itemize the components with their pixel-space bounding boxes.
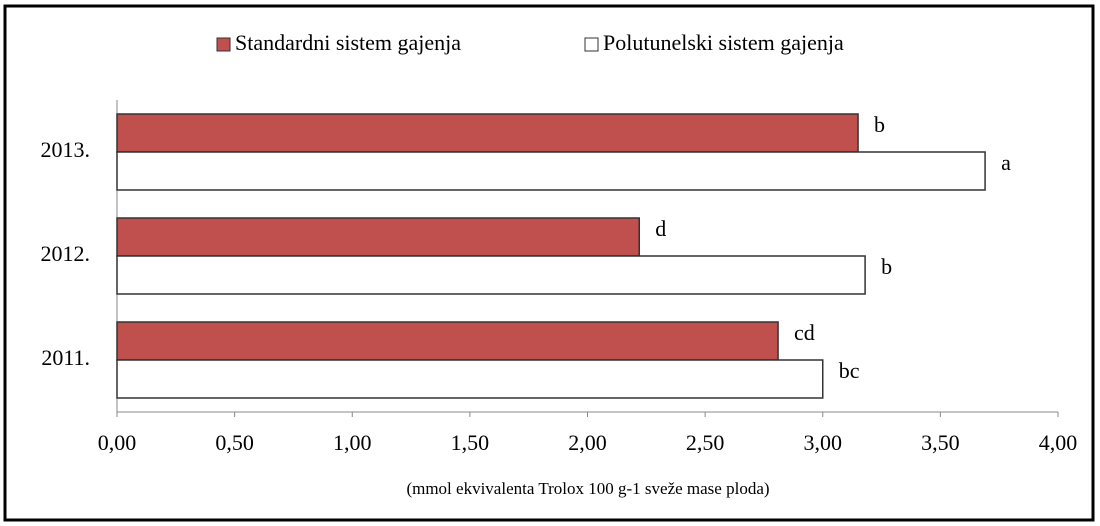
bar [116,217,641,257]
bar-annotation: d [655,216,666,241]
x-tick-label: 1,00 [333,430,372,455]
x-tick-label: 3,50 [921,430,960,455]
y-tick-label: 2011. [41,345,90,370]
x-tick-label: 3,00 [804,430,843,455]
legend-swatch [216,37,231,52]
bar-annotation: b [874,112,885,137]
bar [116,321,779,361]
x-tick-label: 4,00 [1039,430,1078,455]
legend-swatch [584,37,599,52]
x-tick-label: 2,00 [568,430,607,455]
bar-annotation: cd [794,320,815,345]
x-axis-label: (mmol ekvivalenta Trolox 100 g-1 sveže m… [406,479,769,498]
bar [116,151,986,191]
legend-label: Standardni sistem gajenja [235,30,461,55]
y-tick-label: 2012. [41,241,91,266]
bar [116,359,824,399]
x-tick-label: 0,00 [98,430,137,455]
legend-label: Polutunelski sistem gajenja [603,30,844,55]
y-tick-label: 2013. [41,137,91,162]
x-tick-label: 2,50 [686,430,725,455]
bar [116,255,866,295]
bar-annotation: b [881,254,892,279]
bar-annotation: a [1001,150,1011,175]
bar-annotation: bc [839,358,860,383]
x-tick-label: 1,50 [451,430,490,455]
bar [116,113,859,153]
x-tick-label: 0,50 [215,430,254,455]
